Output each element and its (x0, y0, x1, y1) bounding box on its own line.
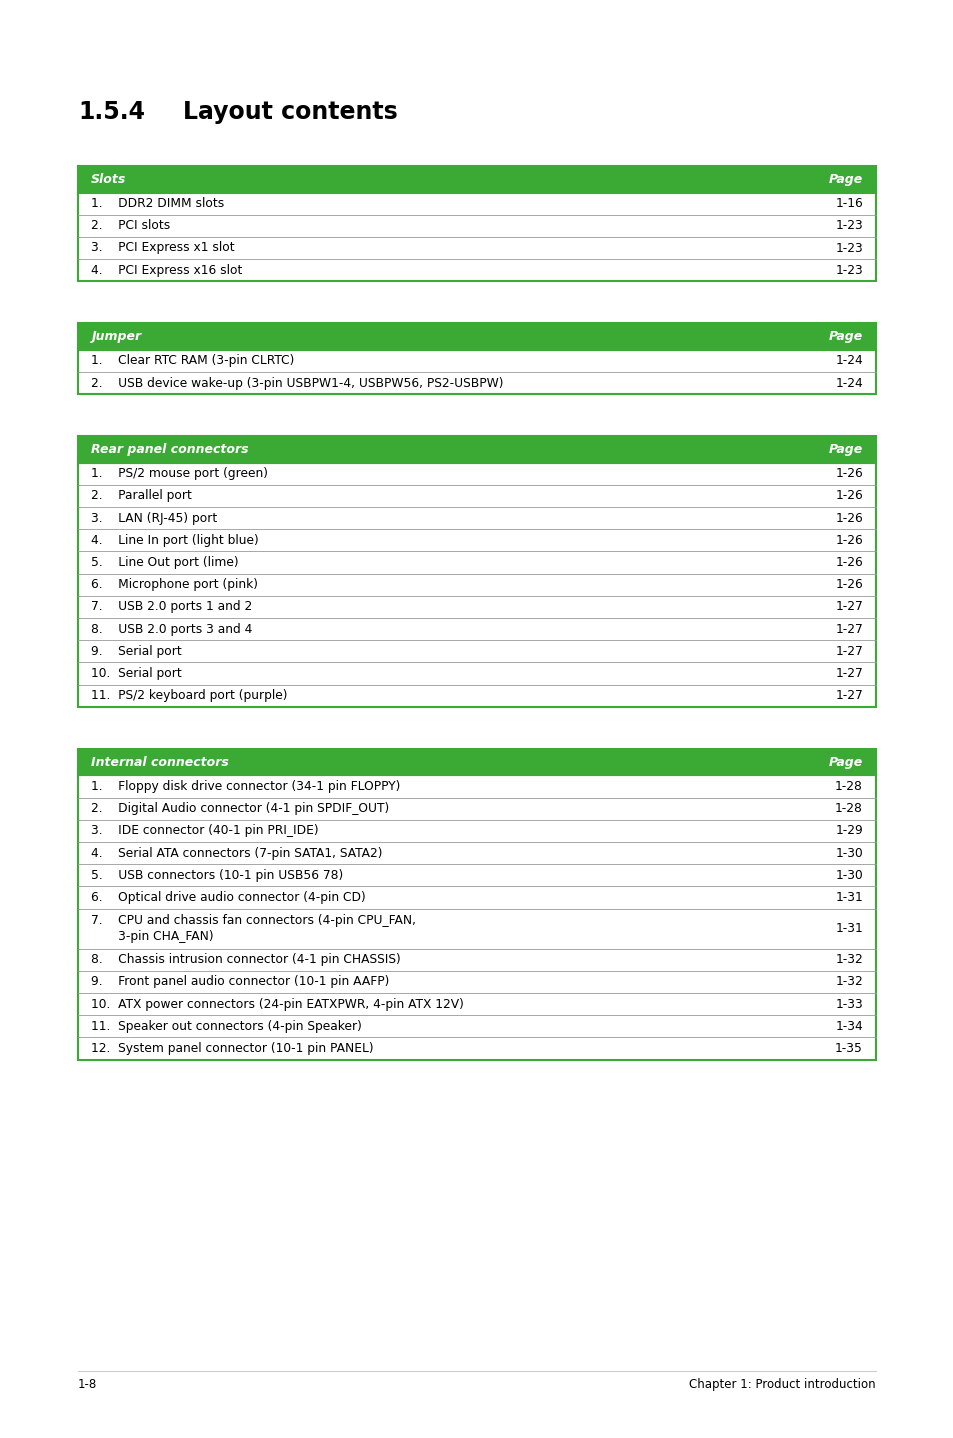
Text: 3.    PCI Express x1 slot: 3. PCI Express x1 slot (91, 242, 234, 255)
Text: 9.    Front panel audio connector (10-1 pin AAFP): 9. Front panel audio connector (10-1 pin… (91, 975, 389, 988)
Text: 1-27: 1-27 (835, 644, 862, 659)
Bar (78, 749, 875, 775)
Text: 4.    PCI Express x16 slot: 4. PCI Express x16 slot (91, 263, 242, 276)
Text: 1-32: 1-32 (835, 953, 862, 966)
Bar (78, 775, 875, 1060)
Text: 2.    Digital Audio connector (4-1 pin SPDIF_OUT): 2. Digital Audio connector (4-1 pin SPDI… (91, 802, 389, 815)
Text: Page: Page (828, 331, 862, 344)
Text: 6.    Microphone port (pink): 6. Microphone port (pink) (91, 578, 257, 591)
Text: 1.5.4: 1.5.4 (78, 101, 145, 124)
Text: 5.    Line Out port (lime): 5. Line Out port (lime) (91, 557, 238, 569)
Text: 3.    LAN (RJ-45) port: 3. LAN (RJ-45) port (91, 512, 217, 525)
Text: 1.    Clear RTC RAM (3-pin CLRTC): 1. Clear RTC RAM (3-pin CLRTC) (91, 354, 294, 367)
Text: 4.    Serial ATA connectors (7-pin SATA1, SATA2): 4. Serial ATA connectors (7-pin SATA1, S… (91, 847, 382, 860)
Text: 1-23: 1-23 (835, 242, 862, 255)
Text: Jumper: Jumper (91, 331, 141, 344)
Text: 10.  Serial port: 10. Serial port (91, 667, 182, 680)
Bar (78, 193, 875, 282)
Text: 1-26: 1-26 (835, 489, 862, 502)
Text: Slots: Slots (91, 173, 126, 186)
Text: 1.    DDR2 DIMM slots: 1. DDR2 DIMM slots (91, 197, 224, 210)
Text: 3.    IDE connector (40-1 pin PRI_IDE): 3. IDE connector (40-1 pin PRI_IDE) (91, 824, 318, 837)
Text: 1-28: 1-28 (834, 779, 862, 792)
Text: 1-31: 1-31 (835, 892, 862, 905)
Text: 11.  Speaker out connectors (4-pin Speaker): 11. Speaker out connectors (4-pin Speake… (91, 1020, 361, 1032)
Text: 7.    USB 2.0 ports 1 and 2: 7. USB 2.0 ports 1 and 2 (91, 601, 252, 614)
Text: 4.    Line In port (light blue): 4. Line In port (light blue) (91, 533, 258, 546)
Bar (78, 463, 875, 707)
Text: 1-34: 1-34 (835, 1020, 862, 1032)
Text: 1-16: 1-16 (835, 197, 862, 210)
Text: 1-26: 1-26 (835, 557, 862, 569)
Bar (78, 165, 875, 193)
Text: 1-31: 1-31 (835, 922, 862, 935)
Text: 1-23: 1-23 (835, 220, 862, 233)
Text: 1-24: 1-24 (835, 377, 862, 390)
Text: 2.    USB device wake-up (3-pin USBPW1-4, USBPW56, PS2-USBPW): 2. USB device wake-up (3-pin USBPW1-4, U… (91, 377, 503, 390)
Text: 1-24: 1-24 (835, 354, 862, 367)
Text: 1-32: 1-32 (835, 975, 862, 988)
Text: 5.    USB connectors (10-1 pin USB56 78): 5. USB connectors (10-1 pin USB56 78) (91, 869, 343, 881)
Text: 1-27: 1-27 (835, 689, 862, 702)
Text: 12.  System panel connector (10-1 pin PANEL): 12. System panel connector (10-1 pin PAN… (91, 1043, 374, 1055)
Text: 1-26: 1-26 (835, 578, 862, 591)
Text: 1-26: 1-26 (835, 512, 862, 525)
Text: Chapter 1: Product introduction: Chapter 1: Product introduction (689, 1378, 875, 1391)
Text: 1-27: 1-27 (835, 601, 862, 614)
Text: 9.    Serial port: 9. Serial port (91, 644, 182, 659)
Text: 10.  ATX power connectors (24-pin EATXPWR, 4-pin ATX 12V): 10. ATX power connectors (24-pin EATXPWR… (91, 998, 463, 1011)
Text: Page: Page (828, 443, 862, 456)
Text: 1-35: 1-35 (834, 1043, 862, 1055)
Text: 1-27: 1-27 (835, 667, 862, 680)
Text: 1-23: 1-23 (835, 263, 862, 276)
Text: 1-30: 1-30 (835, 847, 862, 860)
Text: 7.    CPU and chassis fan connectors (4-pin CPU_FAN,: 7. CPU and chassis fan connectors (4-pin… (91, 915, 416, 928)
Text: Page: Page (828, 755, 862, 769)
Text: 11.  PS/2 keyboard port (purple): 11. PS/2 keyboard port (purple) (91, 689, 287, 702)
Text: 1-33: 1-33 (835, 998, 862, 1011)
Bar (78, 349, 875, 394)
Text: 8.    Chassis intrusion connector (4-1 pin CHASSIS): 8. Chassis intrusion connector (4-1 pin … (91, 953, 400, 966)
Text: 1-27: 1-27 (835, 623, 862, 636)
Text: 1-29: 1-29 (835, 824, 862, 837)
Text: 2.    Parallel port: 2. Parallel port (91, 489, 192, 502)
Text: Rear panel connectors: Rear panel connectors (91, 443, 249, 456)
Text: Page: Page (828, 173, 862, 186)
Bar (78, 324, 875, 349)
Text: 6.    Optical drive audio connector (4-pin CD): 6. Optical drive audio connector (4-pin … (91, 892, 365, 905)
Text: 8.    USB 2.0 ports 3 and 4: 8. USB 2.0 ports 3 and 4 (91, 623, 253, 636)
Text: 1-26: 1-26 (835, 533, 862, 546)
Text: 1-8: 1-8 (78, 1378, 97, 1391)
Bar (78, 436, 875, 463)
Text: 1-30: 1-30 (835, 869, 862, 881)
Text: 1.    PS/2 mouse port (green): 1. PS/2 mouse port (green) (91, 467, 268, 480)
Text: 3-pin CHA_FAN): 3-pin CHA_FAN) (91, 930, 213, 943)
Text: Layout contents: Layout contents (183, 101, 397, 124)
Text: 1-28: 1-28 (834, 802, 862, 815)
Text: 1.    Floppy disk drive connector (34-1 pin FLOPPY): 1. Floppy disk drive connector (34-1 pin… (91, 779, 400, 792)
Text: 2.    PCI slots: 2. PCI slots (91, 220, 170, 233)
Text: 1-26: 1-26 (835, 467, 862, 480)
Text: Internal connectors: Internal connectors (91, 755, 229, 769)
